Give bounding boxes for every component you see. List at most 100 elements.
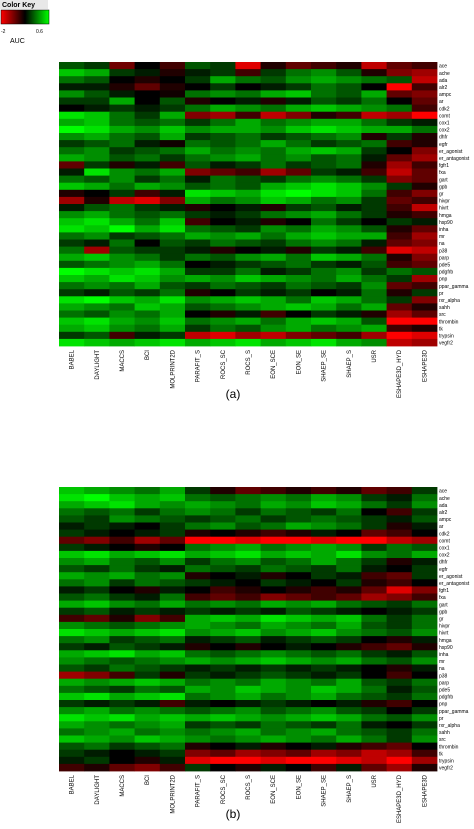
heatmap-cell [109, 62, 135, 70]
heatmap-cell [361, 756, 387, 765]
heatmap-cell [84, 104, 110, 113]
heatmap-cell [59, 189, 85, 198]
heatmap-cell [411, 529, 438, 538]
heatmap-cell [185, 685, 211, 694]
heatmap-cell [361, 317, 387, 326]
heatmap-cell [235, 253, 261, 262]
heatmap-cell [386, 607, 413, 616]
heatmap-cell [285, 310, 312, 318]
heatmap-cell [159, 636, 186, 644]
heatmap-cell [109, 260, 135, 269]
heatmap-cell [336, 657, 362, 665]
heatmap-cell [134, 76, 161, 84]
heatmap-cell [159, 111, 186, 120]
heatmap-cell [59, 232, 85, 240]
heatmap-cell [411, 69, 438, 77]
heatmap-cell [84, 692, 110, 701]
heatmap-cell [386, 685, 413, 694]
heatmap-cell [84, 579, 110, 587]
heatmap-cell [311, 621, 337, 630]
heatmap-cell [134, 324, 161, 333]
heatmap-cell [185, 707, 211, 715]
heatmap-cell [210, 543, 236, 552]
heatmap-cell [411, 161, 438, 169]
heatmap-cell [134, 700, 161, 708]
heatmap-cell [134, 90, 161, 98]
heatmap-cell [84, 196, 110, 205]
heatmap-cell [109, 275, 135, 283]
heatmap-cell [84, 218, 110, 226]
heatmap-cell [109, 522, 135, 530]
heatmap-cell [185, 501, 211, 509]
heatmap-cell [109, 494, 135, 502]
heatmap-cell [260, 168, 287, 176]
heatmap-cell [311, 260, 337, 269]
heatmap-cell [59, 317, 85, 326]
heatmap-cell [210, 749, 236, 758]
heatmap-cell [159, 83, 186, 91]
heatmap-cell [361, 707, 387, 715]
heatmap-cell [134, 685, 161, 694]
heatmap-cell [386, 90, 413, 98]
heatmap-cell [361, 508, 387, 516]
heatmap-cell [386, 239, 413, 247]
heatmap-cell [336, 296, 362, 304]
heatmap-cell [411, 296, 438, 304]
heatmap-cell [260, 239, 287, 247]
heatmap-cell [285, 501, 312, 509]
heatmap-cell [285, 111, 312, 120]
heatmap-cell [411, 657, 438, 665]
heatmap-cell [210, 76, 236, 84]
heatmap-cell [109, 303, 135, 311]
heatmap-cell [59, 735, 85, 743]
column-label: ROCS_S [246, 775, 252, 800]
heatmap-cell [159, 487, 186, 495]
heatmap-cell [336, 69, 362, 77]
row-label: src [439, 312, 446, 318]
heatmap-cell [185, 338, 211, 347]
heatmap-cell [411, 125, 438, 134]
heatmap-cell [285, 572, 312, 580]
heatmap-cell [361, 685, 387, 694]
heatmap-cell [59, 721, 85, 729]
heatmap-cell [159, 182, 186, 191]
heatmap-cell [411, 289, 438, 297]
heatmap-cell [134, 572, 161, 580]
heatmap-cell [361, 225, 387, 233]
heatmap-cell [59, 629, 85, 637]
heatmap-cell [336, 331, 362, 340]
heatmap-cell [285, 529, 312, 538]
heatmap-cell [285, 161, 312, 169]
heatmap-cell [260, 700, 287, 708]
heatmap-cell [260, 735, 287, 743]
heatmap-cell [185, 331, 211, 340]
heatmap-cell [361, 650, 387, 658]
heatmap-cell [336, 671, 362, 680]
heatmap-cell [411, 90, 438, 98]
heatmap-cell [159, 267, 186, 276]
heatmap-cell [386, 657, 413, 665]
heatmap-cell [210, 763, 236, 772]
heatmap-cell [411, 104, 438, 113]
heatmap-cell [336, 728, 362, 736]
row-label: ache [439, 496, 450, 502]
heatmap-cell [185, 700, 211, 708]
heatmap-cell [84, 97, 110, 105]
heatmap-cell [109, 111, 135, 120]
heatmap-cell [235, 331, 261, 340]
heatmap-cell [285, 614, 312, 623]
heatmap-cell [336, 621, 362, 630]
heatmap-cell [336, 565, 362, 573]
heatmap-cell [386, 664, 413, 672]
heatmap-cell [311, 636, 337, 644]
heatmap-cell [109, 211, 135, 219]
heatmap-cell [84, 572, 110, 580]
heatmap-cell [109, 147, 135, 155]
heatmap-cell [210, 189, 236, 198]
heatmap-cell [311, 529, 337, 538]
heatmap-cell [84, 111, 110, 120]
heatmap-cell [361, 133, 387, 141]
heatmap-cell [260, 664, 287, 672]
